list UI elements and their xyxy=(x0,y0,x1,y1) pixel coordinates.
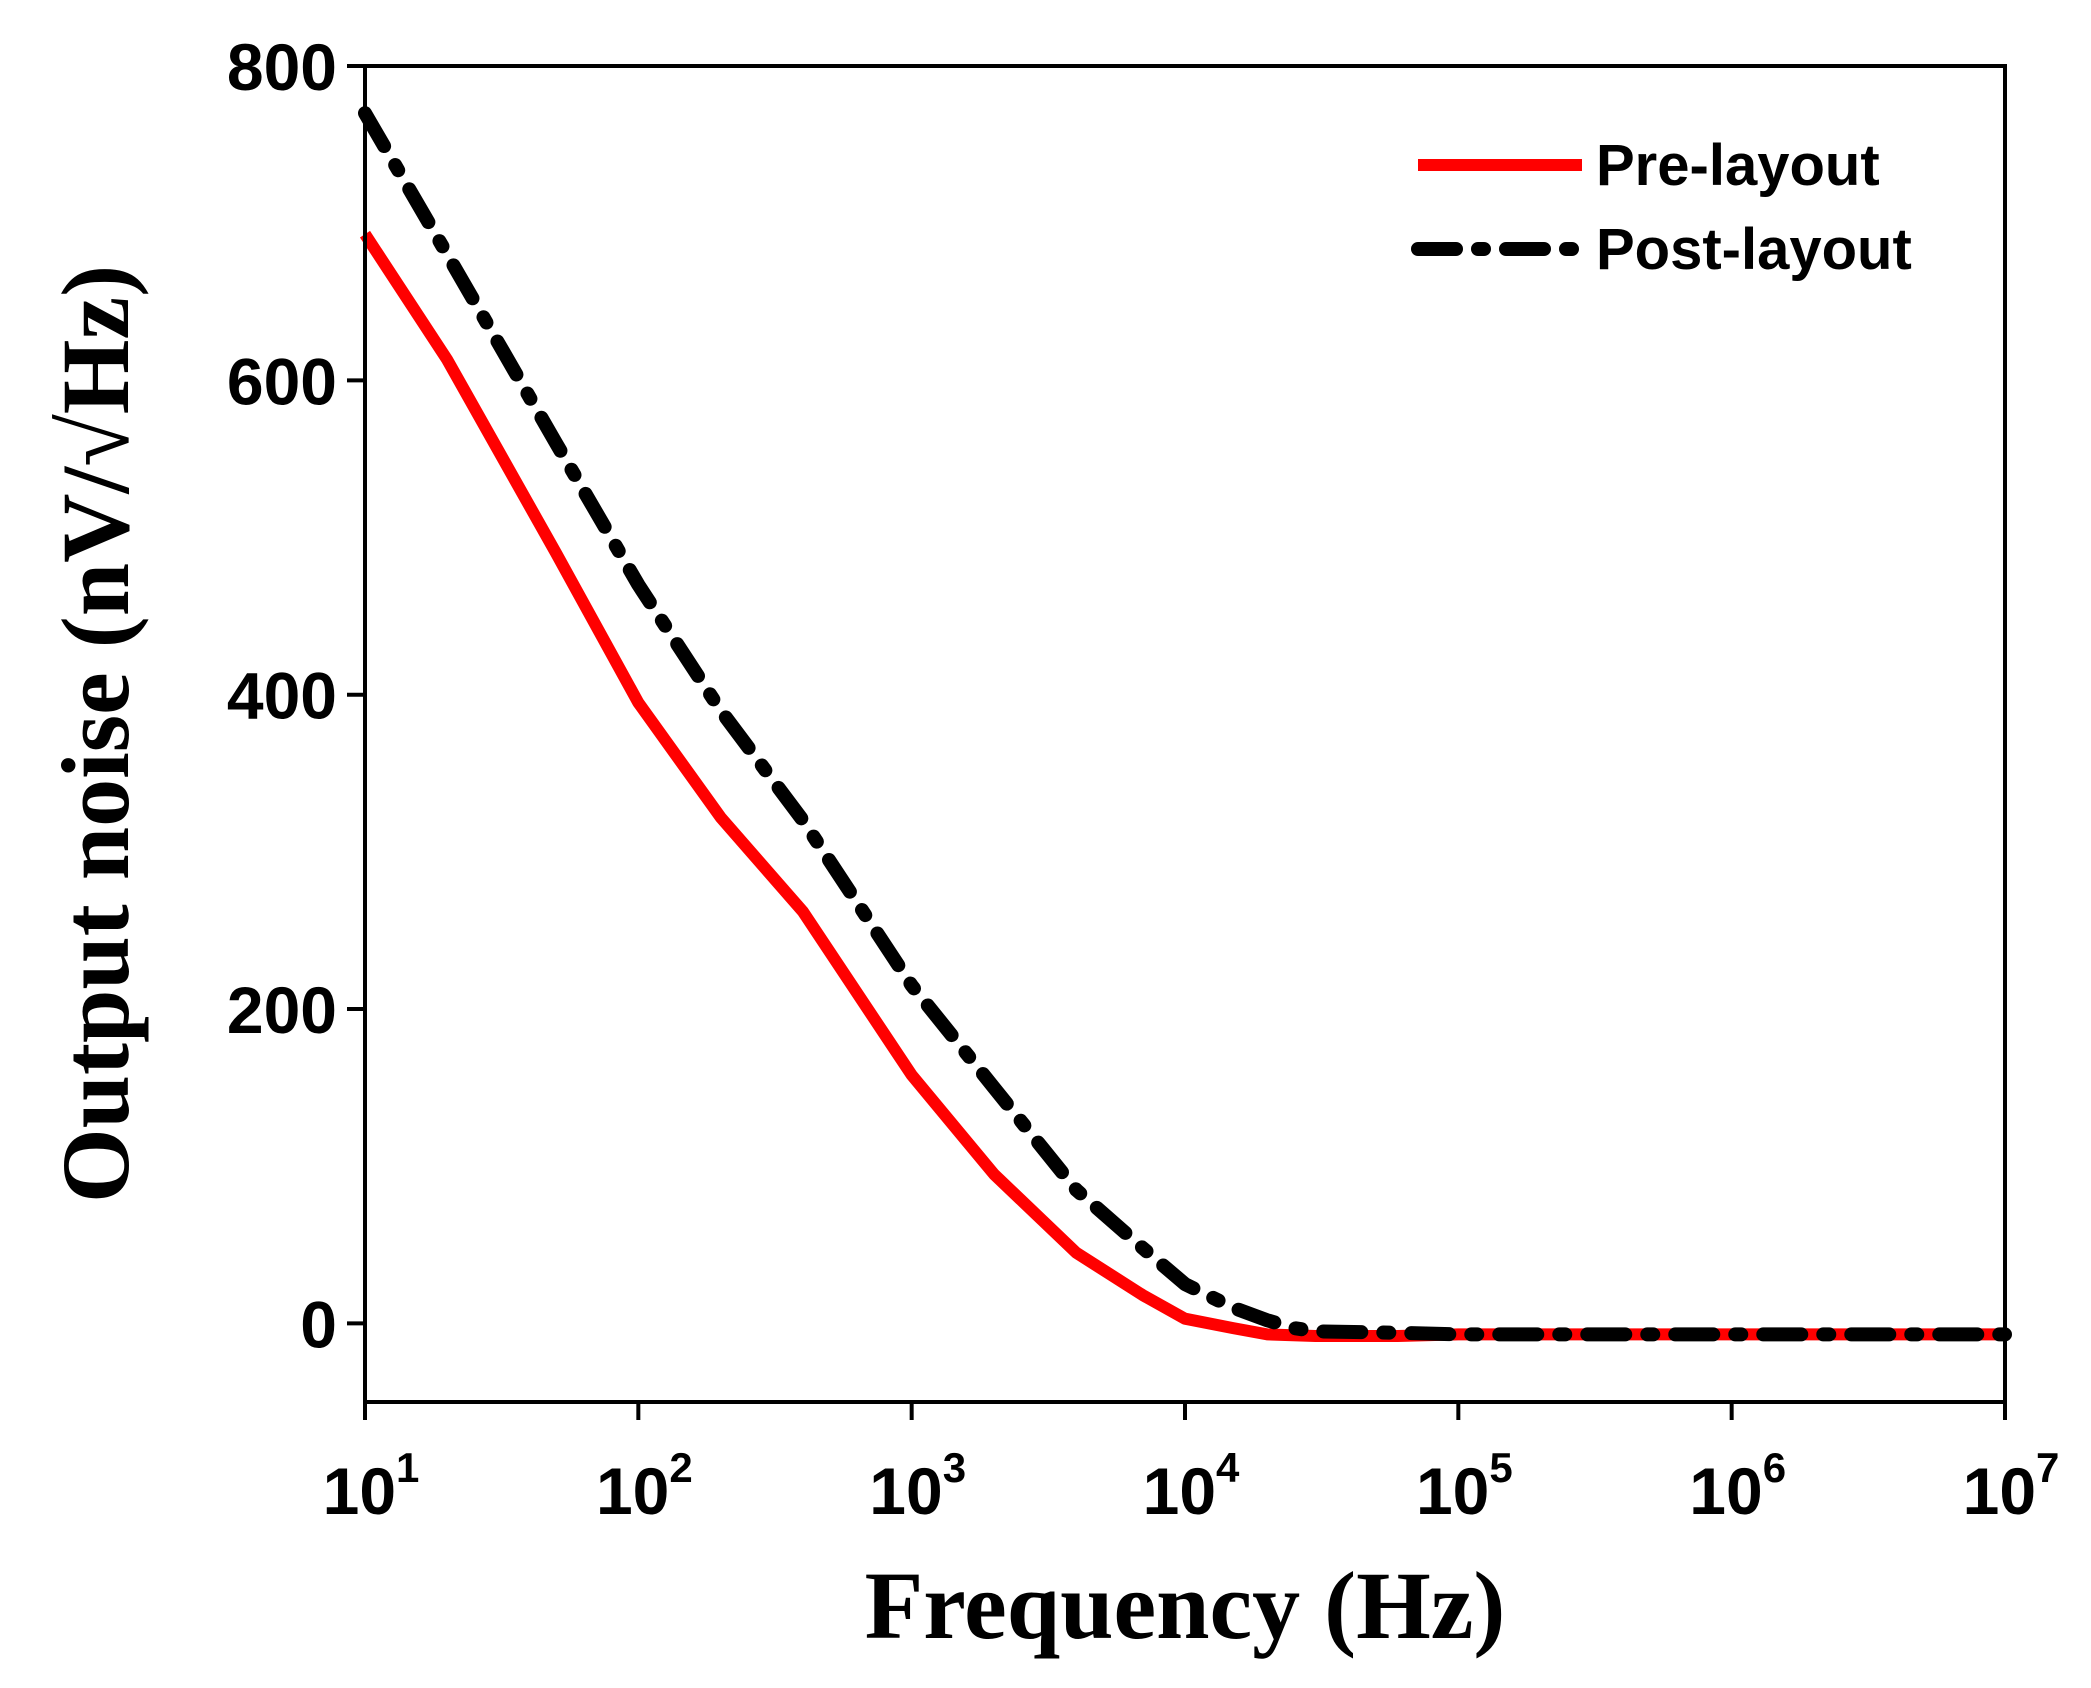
ticks-layer: 0 200 400 600 800 101 102 103 104 105 106 107 xyxy=(227,30,2060,1528)
x-tick-label-3: 104 xyxy=(1143,1444,1240,1528)
x-axis-title: Frequency (Hz) xyxy=(865,1552,1506,1659)
series-line-1 xyxy=(359,230,2005,1342)
y-axis-title: Output noise (nV/√Hz) xyxy=(42,265,149,1203)
series-layer xyxy=(358,106,2012,1342)
y-tick-label-2: 400 xyxy=(227,659,337,733)
x-tick-label-2: 103 xyxy=(869,1444,966,1528)
legend: Pre-layout Post-layout xyxy=(1411,133,1912,282)
y-tick-label-0: 0 xyxy=(300,1287,337,1361)
x-tick-label-4: 105 xyxy=(1416,1444,1513,1528)
y-tick-label-1: 200 xyxy=(227,973,337,1047)
x-tick-label-5: 106 xyxy=(1689,1444,1786,1528)
legend-label-2: Post-layout xyxy=(1596,217,1912,282)
y-tick-label-3: 600 xyxy=(227,344,337,418)
x-tick-label-1: 102 xyxy=(596,1444,693,1528)
y-tick-label-4: 800 xyxy=(227,30,337,104)
legend-label-1: Pre-layout xyxy=(1596,133,1880,198)
x-tick-label-0: 101 xyxy=(323,1444,420,1528)
x-tick-label-6: 107 xyxy=(1963,1444,2060,1528)
series-line-2 xyxy=(358,106,2012,1342)
